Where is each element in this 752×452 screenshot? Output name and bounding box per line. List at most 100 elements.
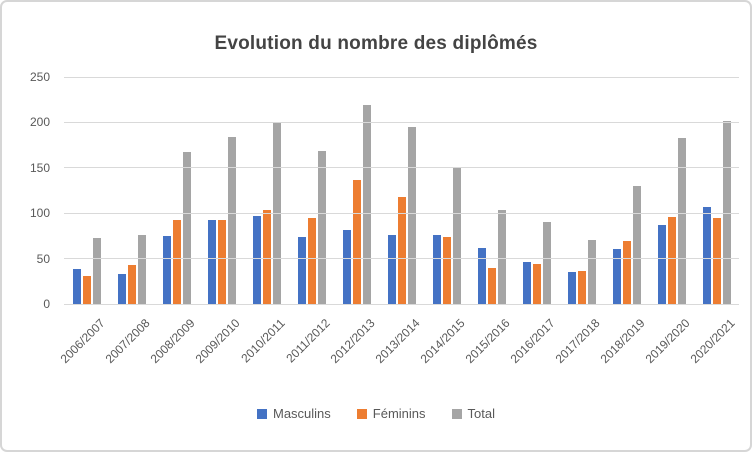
bar-masculins-2014-2015 — [432, 235, 441, 304]
bar-total-2006-2007 — [92, 237, 101, 304]
legend-swatch-icon — [356, 408, 367, 419]
bar-féminins-2012-2013 — [352, 179, 361, 304]
x-axis-label: 2019/2020 — [642, 316, 693, 367]
x-axis-label: 2008/2009 — [147, 316, 198, 367]
bar-group-2019-2020 — [649, 77, 694, 304]
bar-total-2015-2016 — [497, 210, 506, 304]
x-tick-cell: 2007/2008 — [102, 307, 154, 392]
bar-féminins-2017-2018 — [577, 271, 586, 304]
bar-masculins-2015-2016 — [477, 247, 486, 304]
bar-masculins-2017-2018 — [567, 272, 576, 304]
bar-masculins-2012-2013 — [342, 229, 351, 304]
bar-féminins-2010-2011 — [262, 209, 271, 304]
bar-group-2015-2016 — [469, 77, 514, 304]
bar-group-2011-2012 — [289, 77, 334, 304]
bar-masculins-2020-2021 — [702, 206, 711, 304]
bar-total-2017-2018 — [587, 239, 596, 304]
bar-group-2013-2014 — [379, 77, 424, 304]
x-tick-cell: 2015/2016 — [462, 307, 514, 392]
plot-area — [64, 76, 739, 305]
bar-masculins-2009-2010 — [207, 220, 216, 304]
bar-group-2020-2021 — [694, 77, 739, 304]
bar-group-2010-2011 — [244, 77, 289, 304]
bar-féminins-2008-2009 — [172, 220, 181, 304]
bar-groups — [64, 77, 739, 304]
bar-féminins-2018-2019 — [622, 241, 631, 304]
bar-masculins-2019-2020 — [657, 225, 666, 304]
y-tick-label: 100 — [29, 206, 50, 221]
x-tick-cell: 2018/2019 — [597, 307, 649, 392]
gridline — [64, 258, 739, 260]
x-axis-label: 2014/2015 — [417, 316, 468, 367]
x-tick-cell: 2020/2021 — [687, 307, 739, 392]
legend-swatch-icon — [256, 408, 267, 419]
bar-féminins-2016-2017 — [532, 264, 541, 304]
bar-group-2008-2009 — [154, 77, 199, 304]
bar-total-2016-2017 — [542, 222, 551, 304]
bar-total-2013-2014 — [407, 126, 416, 304]
x-tick-cell: 2009/2010 — [192, 307, 244, 392]
bar-féminins-2015-2016 — [487, 267, 496, 304]
x-tick-cell: 2008/2009 — [147, 307, 199, 392]
x-axis-label: 2018/2019 — [597, 316, 648, 367]
x-axis-label: 2012/2013 — [327, 316, 378, 367]
bar-masculins-2008-2009 — [162, 235, 171, 304]
bar-masculins-2013-2014 — [387, 235, 396, 304]
bar-féminins-2009-2010 — [217, 220, 226, 304]
bar-total-2020-2021 — [722, 120, 731, 304]
x-tick-cell: 2016/2017 — [507, 307, 559, 392]
bar-masculins-2006-2007 — [72, 268, 81, 304]
legend-item-féminins: Féminins — [356, 406, 426, 421]
bar-féminins-2006-2007 — [82, 275, 91, 304]
x-axis-label: 2006/2007 — [57, 316, 108, 367]
bar-masculins-2018-2019 — [612, 248, 621, 304]
legend-label: Féminins — [372, 406, 426, 421]
bar-féminins-2013-2014 — [397, 196, 406, 304]
y-tick-label: 0 — [43, 297, 50, 311]
legend-label: Masculins — [272, 406, 331, 421]
legend-swatch-icon — [451, 408, 462, 419]
bar-total-2018-2019 — [632, 185, 641, 304]
bar-total-2014-2015 — [452, 166, 461, 304]
x-axis-label: 2015/2016 — [462, 316, 513, 367]
bar-féminins-2011-2012 — [307, 217, 316, 304]
gridline — [64, 76, 739, 78]
x-axis-label: 2011/2012 — [283, 316, 333, 366]
x-tick-cell: 2006/2007 — [57, 307, 109, 392]
y-tick-label: 250 — [29, 70, 50, 84]
bar-masculins-2007-2008 — [117, 274, 126, 304]
x-tick-cell: 2013/2014 — [372, 307, 424, 392]
y-tick-label: 50 — [36, 251, 50, 266]
x-axis-label: 2013/2014 — [372, 316, 423, 367]
gridline — [64, 212, 739, 214]
bar-masculins-2011-2012 — [297, 236, 306, 304]
x-tick-cell: 2011/2012 — [283, 307, 334, 392]
x-axis-label: 2010/2011 — [238, 316, 288, 366]
bar-masculins-2010-2011 — [252, 215, 261, 304]
bar-group-2006-2007 — [64, 77, 109, 304]
legend-label: Total — [467, 406, 495, 421]
x-axis: 2006/2007 2007/2008 2008/2009 2009/2010 2010… — [57, 307, 739, 392]
bar-féminins-2019-2020 — [667, 216, 676, 304]
y-tick-label: 150 — [29, 160, 50, 175]
bar-féminins-2014-2015 — [442, 236, 451, 304]
bar-group-2018-2019 — [604, 77, 649, 304]
bar-total-2007-2008 — [137, 235, 146, 304]
bar-féminins-2007-2008 — [127, 264, 136, 304]
x-tick-cell: 2019/2020 — [642, 307, 694, 392]
bar-group-2017-2018 — [559, 77, 604, 304]
bar-masculins-2016-2017 — [522, 262, 531, 304]
legend-item-masculins: Masculins — [256, 406, 331, 421]
bar-total-2012-2013 — [362, 105, 371, 304]
x-tick-cell: 2014/2015 — [417, 307, 469, 392]
gridline — [64, 167, 739, 169]
bar-group-2016-2017 — [514, 77, 559, 304]
x-axis-line — [64, 304, 739, 305]
bar-total-2008-2009 — [182, 152, 191, 304]
x-axis-label: 2020/2021 — [687, 316, 738, 367]
x-axis-label: 2009/2010 — [192, 316, 243, 367]
bar-total-2009-2010 — [227, 136, 236, 304]
gridline — [64, 121, 739, 123]
bar-total-2011-2012 — [317, 150, 326, 304]
legend-item-total: Total — [451, 406, 495, 421]
